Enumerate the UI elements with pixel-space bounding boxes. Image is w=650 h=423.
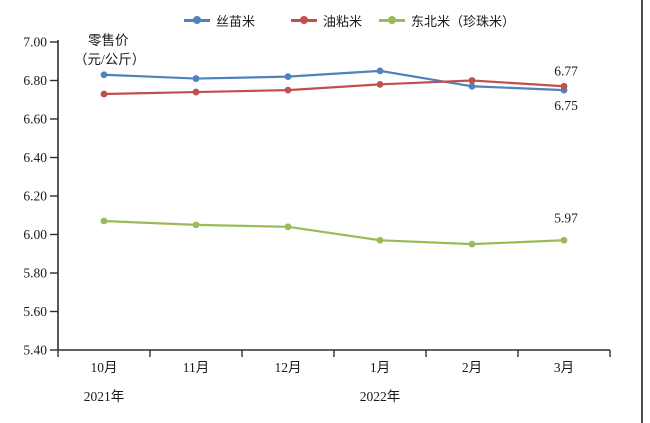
y-axis-title-line-1: 零售价 (88, 33, 129, 48)
series-point-2 (284, 223, 292, 231)
series-point-2 (100, 217, 108, 225)
legend-marker-line-dot-icon (379, 16, 405, 24)
legend-item-dongbeimi: 东北米（珍珠米） (379, 11, 515, 29)
series-line-2 (102, 219, 566, 246)
series-point-1 (376, 80, 384, 88)
series-line-0 (102, 69, 566, 92)
x-category-label: 3月 (554, 360, 574, 375)
series-point-0 (284, 73, 292, 81)
y-axis-tick-label: 7.00 (23, 35, 47, 50)
y-axis-tick-label: 5.80 (23, 266, 47, 281)
series-end-data-label-0: 6.75 (554, 98, 578, 113)
y-axis-tick-label: 6.00 (23, 227, 47, 242)
series-point-0 (192, 75, 200, 82)
series-point-0 (468, 82, 476, 90)
legend-marker-line-dot-icon (184, 16, 210, 24)
legend-label-younianmi: 油粘米 (323, 13, 363, 29)
year-label: 2022年 (360, 389, 401, 404)
legend-item-younianmi: 油粘米 (291, 11, 362, 29)
series-point-2 (192, 221, 200, 229)
series-end-data-label-2: 5.97 (554, 210, 578, 225)
legend-label-simiaomi: 丝苗米 (216, 13, 256, 29)
series-point-1 (284, 86, 292, 94)
x-category-label: 11月 (183, 360, 210, 375)
legend-item-simiaomi: 丝苗米 (184, 11, 255, 29)
y-axis-tick-label: 5.40 (23, 343, 47, 358)
x-category-label: 12月 (275, 360, 302, 375)
y-axis-tick-label: 6.40 (23, 150, 47, 165)
x-category-label: 10月 (91, 360, 118, 375)
y-axis-title-line-2: （元/公斤） (74, 52, 146, 67)
y-axis-tick-label: 6.80 (23, 73, 47, 88)
series-point-1 (560, 82, 568, 90)
series-point-0 (376, 67, 384, 75)
x-category-label: 1月 (370, 360, 390, 375)
y-axis-title: 零售价 （元/公斤） (74, 31, 145, 69)
y-axis-tick-label: 6.60 (23, 112, 47, 127)
legend-marker-line-dot-icon (291, 16, 317, 24)
legend-label-dongbeimi: 东北米（珍珠米） (411, 13, 516, 29)
chart-legend: 丝苗米 油粘米 东北米（珍珠米） (0, 11, 650, 29)
series-end-data-label-1: 6.77 (554, 63, 578, 78)
series-point-1 (100, 90, 108, 98)
y-axis-tick-label: 6.20 (23, 189, 47, 204)
y-axis-tick-label: 5.60 (23, 304, 47, 319)
series-point-2 (376, 236, 384, 244)
series-point-0 (100, 71, 108, 79)
x-category-label: 2月 (462, 360, 482, 375)
series-point-1 (468, 77, 476, 84)
series-point-2 (560, 236, 568, 244)
series-point-2 (468, 240, 476, 248)
series-line-1 (102, 79, 566, 96)
series-point-1 (192, 88, 200, 96)
year-label: 2021年 (84, 389, 125, 404)
